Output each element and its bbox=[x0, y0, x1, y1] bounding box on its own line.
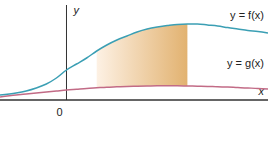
svg-text:x: x bbox=[258, 85, 263, 97]
svg-text:y = f(x): y = f(x) bbox=[230, 9, 262, 21]
svg-text:y = g(x): y = g(x) bbox=[227, 57, 262, 69]
svg-text:0: 0 bbox=[56, 106, 62, 118]
svg-text:y: y bbox=[72, 4, 80, 16]
